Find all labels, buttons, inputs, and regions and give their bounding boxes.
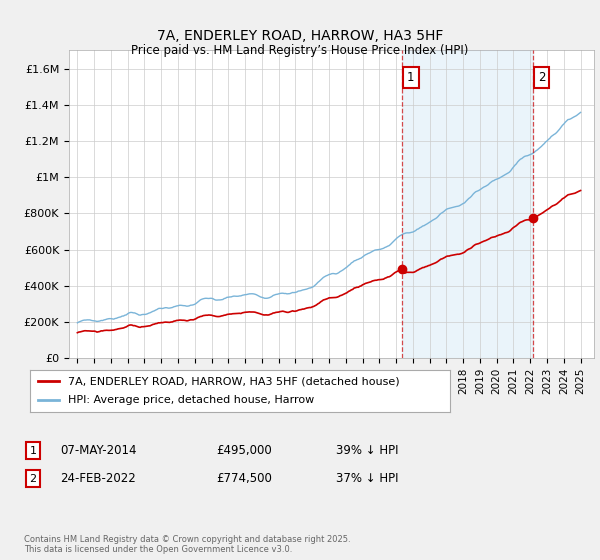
Text: 1: 1 <box>407 71 415 84</box>
Text: HPI: Average price, detached house, Harrow: HPI: Average price, detached house, Harr… <box>68 395 314 405</box>
Text: 07-MAY-2014: 07-MAY-2014 <box>60 444 137 458</box>
Text: Price paid vs. HM Land Registry’s House Price Index (HPI): Price paid vs. HM Land Registry’s House … <box>131 44 469 57</box>
Text: 37% ↓ HPI: 37% ↓ HPI <box>336 472 398 486</box>
Text: 7A, ENDERLEY ROAD, HARROW, HA3 5HF (detached house): 7A, ENDERLEY ROAD, HARROW, HA3 5HF (deta… <box>68 376 400 386</box>
Text: 2: 2 <box>29 474 37 484</box>
Text: 1: 1 <box>29 446 37 456</box>
Text: £495,000: £495,000 <box>216 444 272 458</box>
Text: 39% ↓ HPI: 39% ↓ HPI <box>336 444 398 458</box>
Bar <box>402 50 533 358</box>
Text: £774,500: £774,500 <box>216 472 272 486</box>
Text: Contains HM Land Registry data © Crown copyright and database right 2025.
This d: Contains HM Land Registry data © Crown c… <box>24 535 350 554</box>
Text: 24-FEB-2022: 24-FEB-2022 <box>60 472 136 486</box>
Text: 7A, ENDERLEY ROAD, HARROW, HA3 5HF: 7A, ENDERLEY ROAD, HARROW, HA3 5HF <box>157 29 443 44</box>
Text: 2: 2 <box>538 71 545 84</box>
